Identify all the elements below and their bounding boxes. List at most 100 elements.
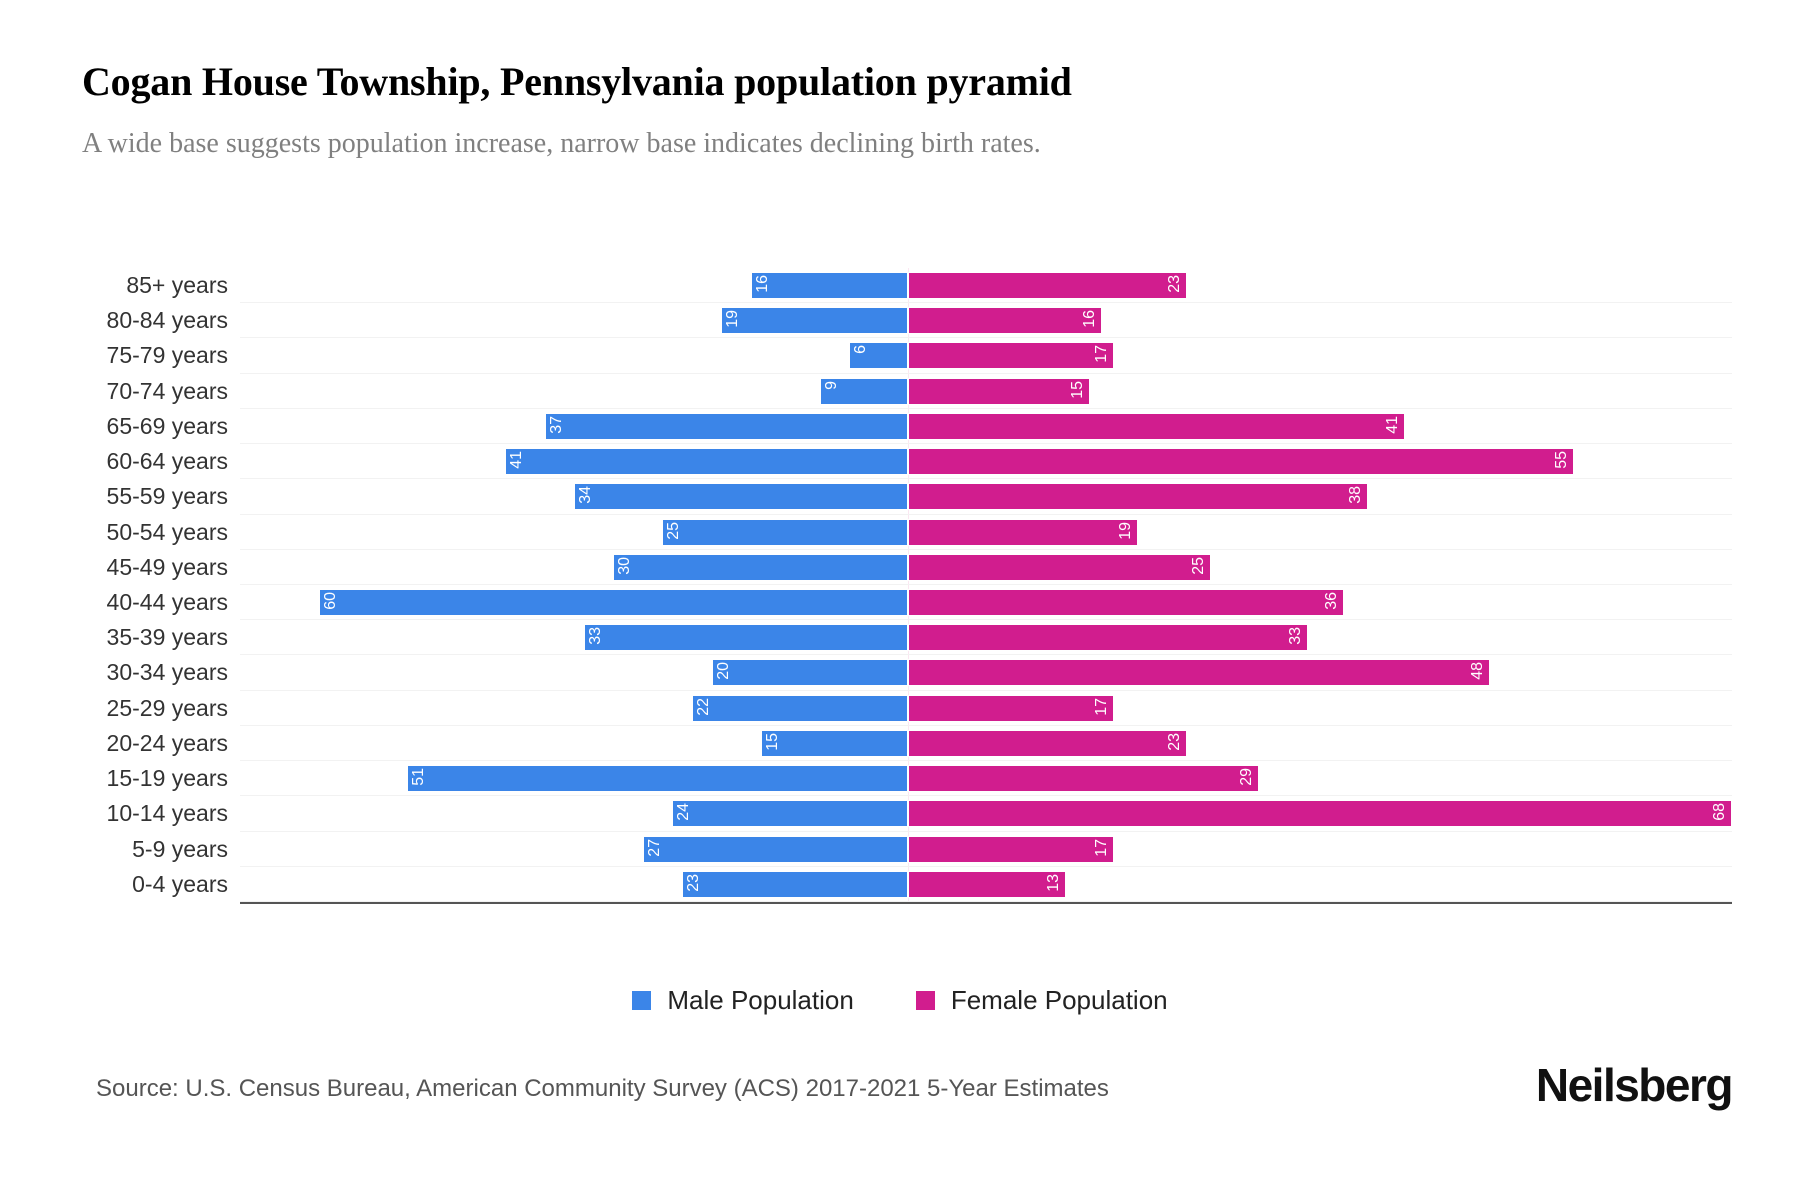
bar-female[interactable]: 38	[908, 483, 1369, 511]
bar-value-label-female: 29	[1238, 768, 1256, 786]
bar-female-fill	[908, 729, 1187, 757]
bar-female-fill	[908, 518, 1139, 546]
chart-row: 19 16	[240, 303, 1732, 338]
bar-male-fill	[819, 377, 908, 405]
chart-row: 20 48	[240, 655, 1732, 690]
bar-female-fill	[908, 272, 1187, 299]
bar-female[interactable]: 48	[908, 659, 1490, 687]
chart-row: 23 13	[240, 867, 1732, 902]
bar-male[interactable]: 41	[505, 448, 908, 476]
bar-male[interactable]: 15	[760, 729, 908, 757]
bar-male[interactable]: 16	[750, 272, 908, 299]
gridline	[240, 513, 1732, 515]
bar-female-fill	[908, 835, 1114, 863]
bar-female[interactable]: 55	[908, 448, 1575, 476]
bar-male[interactable]: 24	[672, 800, 908, 828]
legend-item-female[interactable]: Female Population	[915, 985, 1168, 1016]
bar-female[interactable]: 15	[908, 377, 1090, 405]
gridline	[240, 795, 1732, 797]
bar-value-label-male: 19	[724, 310, 742, 329]
bar-male[interactable]: 27	[642, 835, 908, 863]
bar-female-fill	[908, 765, 1260, 793]
bar-value-label-male: 37	[547, 415, 565, 434]
y-axis-label: 75-79 years	[106, 342, 228, 369]
bar-value-label-male: 20	[714, 662, 732, 681]
gridline	[240, 478, 1732, 480]
bar-male-fill	[662, 518, 908, 546]
y-axis-label: 25-29 years	[106, 694, 228, 721]
chart-row: 27 17	[240, 832, 1732, 867]
legend-item-male[interactable]: Male Population	[632, 985, 854, 1016]
bar-male[interactable]: 51	[407, 765, 908, 793]
y-axis-label: 55-59 years	[106, 483, 228, 510]
bar-female-fill	[908, 800, 1732, 828]
bar-female[interactable]: 17	[908, 835, 1114, 863]
bar-male[interactable]: 20	[711, 659, 908, 687]
bar-male[interactable]: 22	[691, 694, 908, 722]
bar-value-label-female: 55	[1553, 451, 1571, 469]
gridline	[240, 901, 1732, 902]
bar-value-label-male: 9	[822, 380, 840, 390]
bar-value-label-male: 24	[675, 803, 693, 822]
gridline	[240, 865, 1732, 867]
bar-female[interactable]: 29	[908, 765, 1260, 793]
bar-value-label-female: 17	[1093, 838, 1110, 857]
bar-value-label-female: 15	[1068, 380, 1086, 399]
y-axis-label: 10-14 years	[106, 800, 228, 827]
bar-female[interactable]: 19	[908, 518, 1139, 546]
bar-female[interactable]: 41	[908, 412, 1405, 440]
bar-value-label-male: 27	[645, 838, 663, 857]
gridline	[240, 689, 1732, 691]
y-axis-label: 0-4 years	[132, 870, 228, 897]
bar-value-label-male: 60	[321, 592, 339, 610]
bar-male-fill	[682, 870, 908, 898]
bar-female-fill	[908, 659, 1490, 687]
bar-female[interactable]: 68	[908, 800, 1732, 828]
bar-value-label-female: 68	[1711, 803, 1728, 822]
bar-value-label-female: 48	[1468, 662, 1486, 681]
gridline	[240, 724, 1732, 726]
bar-female-fill	[908, 342, 1114, 370]
chart-row: 41 55	[240, 444, 1732, 479]
bar-male[interactable]: 19	[721, 307, 908, 335]
bar-female[interactable]: 17	[908, 694, 1114, 722]
bar-female[interactable]: 16	[908, 307, 1102, 335]
bar-female[interactable]: 25	[908, 553, 1211, 581]
chart-row: 33 33	[240, 620, 1732, 655]
bar-female[interactable]: 13	[908, 870, 1066, 898]
bar-male[interactable]: 33	[583, 624, 908, 652]
bar-value-label-male: 25	[665, 521, 683, 540]
gridline	[240, 443, 1732, 445]
bar-male[interactable]: 9	[819, 377, 908, 405]
bar-male-fill	[583, 624, 908, 652]
y-axis-label: 65-69 years	[106, 412, 228, 439]
bar-value-label-female: 38	[1347, 486, 1365, 505]
y-axis-labels: 85+ years 80-84 years 75-79 years 70-74 yea…	[0, 268, 228, 902]
gridline	[240, 337, 1732, 339]
bar-female-fill	[908, 483, 1369, 511]
bar-male-fill	[672, 800, 908, 828]
bar-male-fill	[574, 483, 908, 511]
bar-female[interactable]: 17	[908, 342, 1114, 370]
bar-male[interactable]: 34	[574, 483, 908, 511]
bar-female-fill	[908, 870, 1066, 898]
y-axis-label: 35-39 years	[106, 624, 228, 651]
bar-female[interactable]: 23	[908, 272, 1187, 299]
bar-female[interactable]: 36	[908, 589, 1345, 616]
gridline	[240, 619, 1732, 621]
bar-male[interactable]: 37	[544, 412, 908, 440]
bar-value-label-female: 19	[1117, 521, 1135, 540]
y-axis-label: 80-84 years	[106, 307, 228, 334]
bar-value-label-male: 16	[753, 275, 771, 293]
bar-male[interactable]: 60	[318, 589, 908, 616]
y-axis-label: 45-49 years	[106, 553, 228, 580]
bar-male[interactable]: 23	[682, 870, 908, 898]
bar-value-label-female: 23	[1165, 275, 1183, 293]
bar-male[interactable]: 30	[613, 553, 908, 581]
bar-male[interactable]: 6	[849, 342, 908, 370]
bar-male[interactable]: 25	[662, 518, 908, 546]
bar-female[interactable]: 33	[908, 624, 1308, 652]
bar-female[interactable]: 23	[908, 729, 1187, 757]
gridline	[240, 584, 1732, 585]
